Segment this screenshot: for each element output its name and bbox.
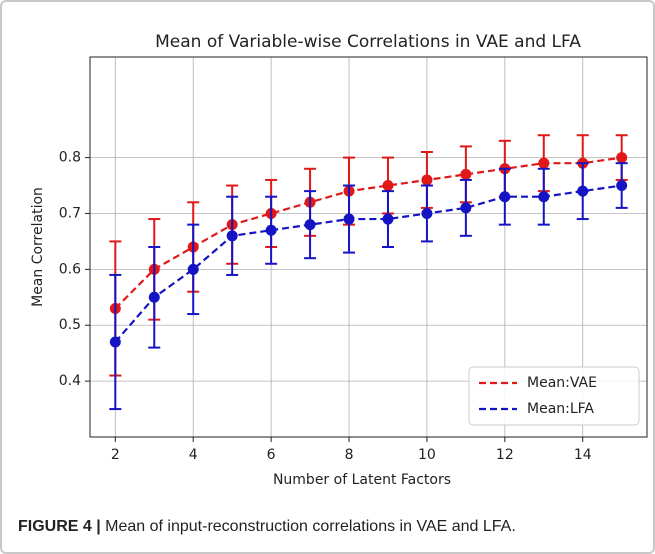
chart-title: Mean of Variable-wise Correlations in VA…: [155, 32, 581, 52]
point: [304, 219, 316, 231]
point: [187, 263, 199, 275]
legend-label: Mean:VAE: [527, 375, 597, 391]
plot-frame: [89, 56, 648, 438]
point: [616, 180, 628, 192]
legend-box: [468, 366, 640, 426]
y-tick-label: 0.8: [59, 150, 81, 166]
point: [382, 213, 394, 225]
point: [148, 291, 160, 303]
point: [109, 336, 121, 348]
point: [460, 202, 472, 214]
x-tick-label: 14: [574, 447, 592, 463]
series-line: [114, 156, 622, 310]
point: [499, 191, 511, 203]
point: [616, 152, 628, 164]
point: [421, 174, 433, 186]
caption-text: Mean of input-reconstruction correlation…: [105, 518, 516, 535]
point: [538, 157, 550, 169]
y-tick-label: 0.4: [59, 373, 81, 389]
point: [226, 230, 238, 242]
point: [460, 168, 472, 180]
point: [382, 180, 394, 192]
x-tick-label: 4: [189, 447, 198, 463]
legend-label: Mean:LFA: [527, 401, 594, 417]
x-tick-label: 10: [418, 447, 436, 463]
x-tick-label: 8: [345, 447, 354, 463]
caption: FIGURE 4 | Mean of input-reconstruction …: [18, 518, 516, 536]
point: [538, 191, 550, 203]
point: [343, 213, 355, 225]
y-tick-label: 0.5: [59, 317, 81, 333]
series-line: [114, 184, 622, 343]
point: [265, 224, 277, 236]
x-tick-label: 12: [496, 447, 514, 463]
y-tick-label: 0.7: [59, 205, 81, 221]
chart: Mean of Variable-wise Correlations in VA…: [30, 32, 648, 488]
point: [577, 185, 589, 197]
x-tick-label: 6: [267, 447, 276, 463]
point: [421, 207, 433, 219]
y-tick-label: 0.6: [59, 261, 81, 277]
y-axis-label: Mean Correlation: [30, 187, 46, 307]
x-axis-label: Number of Latent Factors: [273, 472, 451, 488]
caption-label: FIGURE 4 |: [18, 518, 101, 535]
x-tick-label: 2: [111, 447, 120, 463]
